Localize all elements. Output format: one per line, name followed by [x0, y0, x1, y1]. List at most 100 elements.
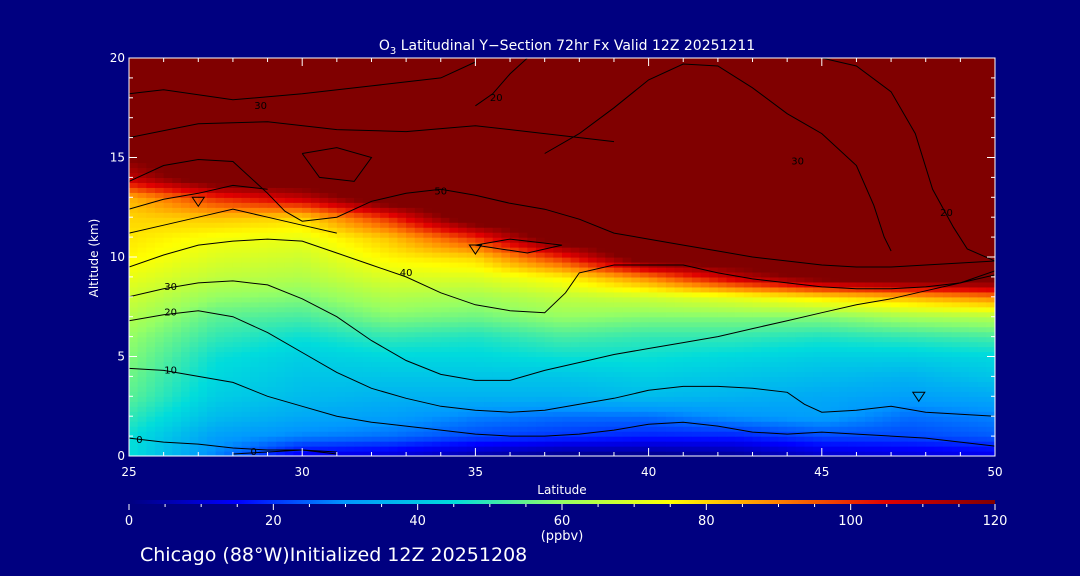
heatmap-cell [397, 361, 407, 368]
heatmap-cell [484, 361, 494, 368]
heatmap-cell [440, 276, 451, 283]
heatmap-cell [414, 291, 425, 298]
heatmap-cell [969, 341, 979, 348]
heatmap-cell [215, 376, 225, 382]
heatmap-cell [232, 321, 243, 328]
heatmap-cell [189, 446, 199, 452]
heatmap-cell [406, 441, 416, 447]
heatmap-cell [440, 281, 451, 288]
heatmap-cell [873, 326, 884, 333]
heatmap-cell [639, 321, 650, 328]
heatmap-cell [752, 301, 762, 308]
heatmap-cell [432, 291, 442, 298]
heatmap-cell [605, 361, 615, 368]
heatmap-cell [319, 247, 329, 253]
heatmap-cell [371, 281, 381, 288]
heatmap-cell [856, 321, 866, 328]
heatmap-cell [917, 371, 927, 377]
heatmap-cell [492, 406, 502, 412]
heatmap-cell [579, 351, 589, 358]
heatmap-cell [700, 436, 710, 442]
heatmap-cell [310, 227, 321, 233]
heatmap-cell [804, 281, 814, 288]
heatmap-cell [977, 281, 987, 288]
heatmap-cell [709, 286, 719, 293]
heatmap-cell [189, 336, 199, 343]
heatmap-cell [406, 217, 416, 223]
heatmap-cell [553, 341, 563, 348]
heatmap-cell [224, 286, 234, 293]
heatmap-cell [189, 356, 199, 363]
heatmap-cell [198, 426, 208, 432]
heatmap-cell [544, 227, 554, 233]
heatmap-cell [752, 351, 762, 358]
heatmap-cell [804, 356, 814, 363]
heatmap-cell [129, 311, 139, 318]
heatmap-cell [241, 306, 251, 313]
heatmap-cell [354, 396, 364, 402]
heatmap-cell [354, 316, 364, 323]
heatmap-cell [631, 207, 641, 213]
heatmap-cell [466, 276, 476, 283]
heatmap-cell [735, 396, 745, 402]
heatmap-cell [371, 451, 381, 456]
heatmap-cell [648, 361, 658, 368]
heatmap-cell [137, 306, 147, 313]
heatmap-cell [432, 341, 442, 348]
heatmap-cell [899, 217, 909, 223]
heatmap-cell [813, 371, 823, 377]
heatmap-cell [986, 346, 995, 353]
heatmap-cell [787, 326, 797, 333]
heatmap-cell [639, 376, 650, 382]
heatmap-cell [587, 257, 598, 263]
heatmap-cell [917, 207, 927, 213]
heatmap-cell [665, 276, 676, 283]
heatmap-cell [743, 316, 754, 323]
heatmap-cell [206, 361, 217, 368]
heatmap-cell [769, 381, 780, 387]
heatmap-cell [743, 306, 754, 313]
heatmap-cell [267, 222, 277, 228]
heatmap-cell [388, 247, 399, 253]
heatmap-cell [328, 212, 338, 218]
heatmap-cell [189, 296, 199, 303]
heatmap-cell [613, 296, 624, 303]
heatmap-cell [605, 217, 615, 223]
heatmap-cell [821, 207, 832, 213]
heatmap-cell [631, 296, 641, 303]
heatmap-cell [657, 341, 667, 348]
heatmap-cell [743, 311, 754, 318]
heatmap-cell [691, 261, 702, 268]
heatmap-cell [605, 386, 615, 392]
heatmap-cell [354, 212, 364, 218]
heatmap-cell [172, 366, 182, 373]
heatmap-cell [579, 286, 589, 293]
heatmap-cell [691, 431, 702, 437]
heatmap-cell [458, 321, 468, 328]
heatmap-cell [847, 426, 858, 432]
heatmap-cell [717, 237, 728, 243]
heatmap-cell [726, 451, 736, 456]
heatmap-cell [934, 396, 944, 402]
heatmap-cell [665, 266, 676, 273]
heatmap-cell [354, 406, 364, 412]
heatmap-cell [397, 306, 407, 313]
heatmap-cell [449, 361, 459, 368]
heatmap-cell [215, 266, 225, 273]
heatmap-cell [683, 401, 693, 407]
heatmap-cell [380, 436, 390, 442]
heatmap-cell [596, 386, 606, 392]
heatmap-cell [830, 406, 840, 412]
heatmap-cell [587, 426, 598, 432]
heatmap-cell [241, 351, 251, 358]
heatmap-cell [501, 296, 511, 303]
heatmap-cell [553, 266, 563, 273]
heatmap-cell [977, 351, 987, 358]
heatmap-cell [735, 341, 745, 348]
heatmap-cell [258, 301, 269, 308]
heatmap-cell [813, 296, 823, 303]
heatmap-cell [847, 252, 858, 258]
heatmap-cell [873, 237, 884, 243]
heatmap-cell [795, 291, 806, 298]
heatmap-cell [397, 321, 407, 328]
